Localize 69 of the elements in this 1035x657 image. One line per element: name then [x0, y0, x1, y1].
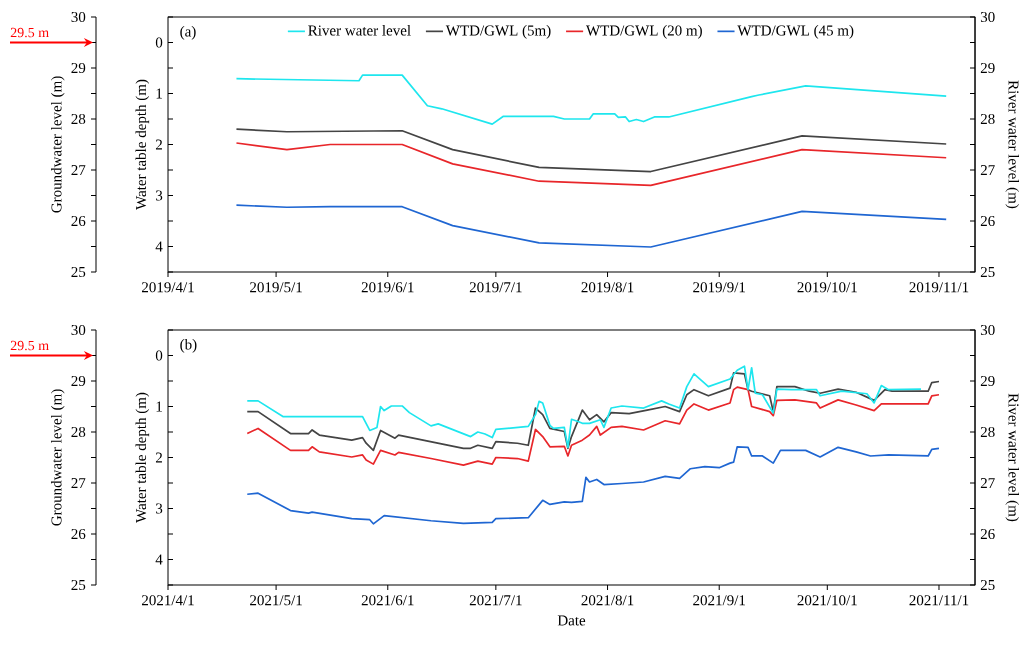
- y3-tick-label: 25: [71, 266, 86, 278]
- y-tick-label: 3: [156, 503, 163, 514]
- text: (a): [180, 26, 196, 40]
- x-tick-label: 2019/9/1: [693, 282, 745, 293]
- y-tick-label: 4: [155, 554, 163, 565]
- line-series: [235, 204, 948, 248]
- legend-label: River water level: [308, 25, 411, 36]
- y3-tick-label: 30: [71, 11, 86, 23]
- y2-tick-label: 29: [980, 375, 995, 387]
- y-tick-label: 3: [156, 190, 163, 201]
- x-tick-label: 2019/8/1: [581, 282, 634, 293]
- y-tick-label: 0: [155, 350, 163, 361]
- y3-tick-label: 25: [71, 579, 86, 591]
- y3-axis-title: Groundwater level (m): [51, 76, 65, 213]
- y-axis-title: Water table depth (m): [135, 392, 150, 523]
- y3-tick-label: 28: [71, 426, 86, 438]
- y2-tick-label: 28: [980, 113, 995, 125]
- legend-label: WTD/GWL (20 m): [586, 25, 702, 39]
- y3-tick-label: 29: [71, 375, 86, 387]
- line-series: [235, 128, 948, 173]
- y2-tick-label: 26: [980, 215, 995, 227]
- y2-axis-title: River water level (m): [1005, 393, 1019, 522]
- y3-tick-label: 27: [71, 478, 86, 488]
- x-tick-label: 2021/8/1: [581, 595, 634, 606]
- x-tick-label: 2019/6/1: [361, 282, 414, 293]
- y2-tick-label: 29: [980, 62, 995, 74]
- y3-tick-label: 26: [71, 528, 86, 540]
- legend-label: WTD/GWL (45 m): [737, 25, 854, 39]
- y3-tick-label: 28: [71, 113, 86, 125]
- y2-tick-label: 30: [980, 324, 995, 336]
- y3-tick-label: 30: [71, 324, 86, 336]
- x-tick-label: 2021/7/1: [469, 595, 522, 606]
- x-tick-label: 2021/4/1: [142, 595, 194, 606]
- y2-tick-label: 26: [980, 528, 995, 540]
- x-tick-label: 2021/10/1: [797, 595, 857, 606]
- y3-tick-label: 27: [71, 165, 86, 175]
- y2-tick-label: 27: [980, 478, 995, 488]
- y2-axis-title: River water level (m): [1005, 80, 1019, 209]
- y2-tick-label: 30: [980, 11, 995, 23]
- x-axis-title: Date: [557, 615, 586, 626]
- y-tick-label: 1: [156, 401, 162, 412]
- x-tick-label: 2021/9/1: [693, 595, 745, 606]
- y2-tick-label: 25: [980, 579, 995, 591]
- y3-axis-title: Groundwater level (m): [51, 389, 65, 526]
- y-axis-title: Water table depth (m): [135, 79, 150, 210]
- x-tick-label: 2021/5/1: [250, 595, 302, 606]
- line-series: [235, 74, 948, 125]
- x-tick-label: 2019/5/1: [250, 282, 302, 293]
- x-tick-label: 2021/6/1: [361, 595, 414, 606]
- y-tick-label: 2: [155, 139, 162, 150]
- line-series: [235, 142, 948, 187]
- x-tick-label: 2019/10/1: [797, 282, 857, 293]
- y-tick-label: 1: [156, 88, 162, 99]
- y3-tick-label: 29: [71, 62, 86, 74]
- x-tick-label: 2019/4/1: [142, 282, 194, 293]
- x-tick-label: 2019/11/1: [909, 282, 969, 293]
- y2-tick-label: 25: [980, 266, 995, 278]
- x-tick-label: 2021/11/1: [909, 595, 969, 606]
- x-tick-label: 2019/7/1: [469, 282, 522, 293]
- y-tick-label: 2: [155, 452, 162, 463]
- y-tick-label: 0: [155, 37, 163, 48]
- legend-label: WTD/GWL (5m): [445, 25, 551, 39]
- text: 29.5 m: [10, 27, 49, 38]
- y2-tick-label: 27: [980, 165, 995, 175]
- y-tick-label: 4: [155, 241, 163, 252]
- text: (b): [180, 339, 197, 353]
- y2-tick-label: 28: [980, 426, 995, 438]
- text: 29.5 m: [10, 340, 49, 351]
- y3-tick-label: 26: [71, 215, 86, 227]
